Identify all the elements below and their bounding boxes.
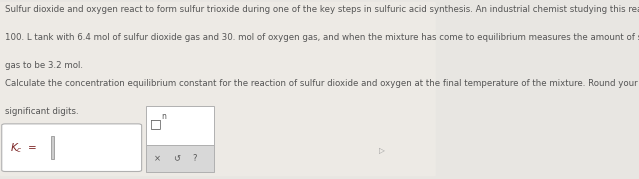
Text: gas to be 3.2 mol.: gas to be 3.2 mol. bbox=[5, 61, 83, 70]
Text: ?: ? bbox=[192, 154, 197, 163]
FancyBboxPatch shape bbox=[0, 2, 436, 176]
Text: ↺: ↺ bbox=[173, 154, 180, 163]
FancyBboxPatch shape bbox=[2, 124, 142, 171]
Text: n: n bbox=[161, 112, 166, 121]
FancyBboxPatch shape bbox=[146, 106, 213, 145]
Text: ×: × bbox=[154, 154, 161, 163]
Text: significant digits.: significant digits. bbox=[5, 107, 79, 115]
Text: ▷: ▷ bbox=[379, 146, 385, 155]
FancyBboxPatch shape bbox=[51, 136, 54, 159]
FancyBboxPatch shape bbox=[146, 145, 213, 172]
Text: Sulfur dioxide and oxygen react to form sulfur trioxide during one of the key st: Sulfur dioxide and oxygen react to form … bbox=[5, 5, 639, 14]
Text: Calculate the concentration equilibrium constant for the reaction of sulfur diox: Calculate the concentration equilibrium … bbox=[5, 79, 639, 88]
Text: 100. L tank with 6.4 mol of sulfur dioxide gas and 30. mol of oxygen gas, and wh: 100. L tank with 6.4 mol of sulfur dioxi… bbox=[5, 33, 639, 42]
Text: $K_c$  =: $K_c$ = bbox=[10, 141, 38, 155]
Text: □: □ bbox=[150, 117, 162, 130]
